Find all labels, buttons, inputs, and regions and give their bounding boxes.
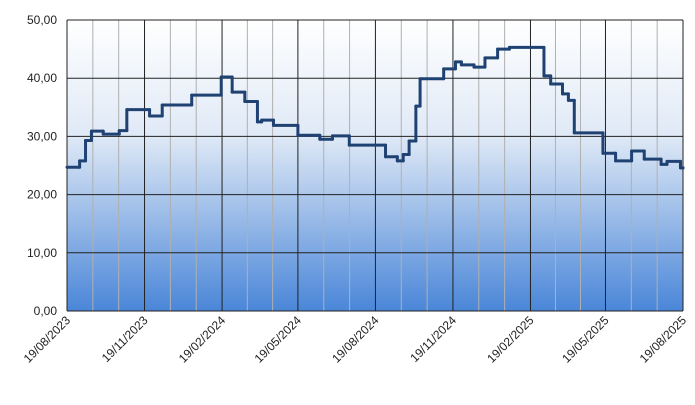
y-tick-label: 10,00 — [27, 246, 57, 260]
y-tick-label: 40,00 — [27, 71, 57, 85]
x-tick-label: 19/02/2024 — [176, 313, 229, 366]
x-tick-label: 19/08/2024 — [329, 313, 382, 366]
x-tick-label: 19/05/2024 — [252, 313, 305, 366]
y-tick-label: 50,00 — [27, 13, 57, 27]
y-tick-label: 30,00 — [27, 129, 57, 143]
y-tick-label: 20,00 — [27, 188, 57, 202]
x-tick-label: 19/05/2025 — [559, 313, 612, 366]
x-tick-label: 19/11/2023 — [99, 313, 151, 365]
x-tick-label: 19/11/2024 — [407, 313, 459, 365]
x-tick-label: 19/02/2025 — [484, 313, 537, 366]
x-tick-label: 19/08/2025 — [637, 313, 690, 366]
y-tick-label: 0,00 — [34, 304, 58, 318]
x-tick-label: 19/08/2023 — [21, 313, 74, 366]
